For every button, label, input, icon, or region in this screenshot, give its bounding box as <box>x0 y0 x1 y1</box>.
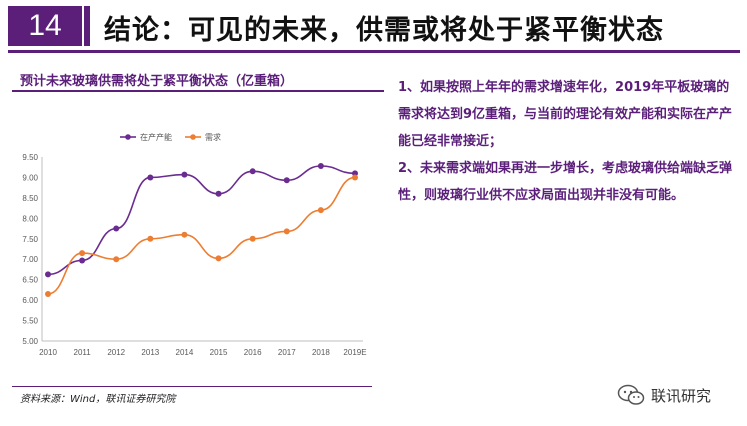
series-line-1 <box>47 165 356 276</box>
chart-title-divider <box>12 90 384 92</box>
x-tick-label: 2010 <box>39 348 57 357</box>
data-point <box>249 168 256 175</box>
data-point <box>45 271 51 278</box>
data-point <box>147 235 154 242</box>
x-tick-label: 2015 <box>210 348 228 357</box>
series-line-2 <box>47 176 356 295</box>
data-point <box>317 207 324 214</box>
data-point <box>352 174 358 181</box>
x-tick-label: 2018 <box>312 348 330 357</box>
y-tick-label: 7.00 <box>22 255 38 264</box>
source-note: 资料来源：Wind，联讯证券研究院 <box>20 394 176 405</box>
x-tick-label: 2016 <box>244 348 262 357</box>
data-point <box>79 257 86 264</box>
y-tick-label: 9.00 <box>22 173 38 182</box>
line-chart: 5.00 5.50 6.00 6.50 7.00 7.50 8.00 8.50 9.00 9.50… <box>22 132 366 357</box>
data-point <box>215 255 222 262</box>
y-tick-label: 8.00 <box>22 214 38 223</box>
y-tick-label: 7.50 <box>22 235 38 244</box>
y-tick-label: 5.00 <box>22 337 38 346</box>
data-point <box>113 256 120 263</box>
data-point <box>283 177 290 184</box>
legend-label: 在产产能 <box>140 132 172 142</box>
conclusion-point-1: 1、如果按照上年年的需求增速年化，2019年平板玻璃的需求将达到9亿重箱，与当前… <box>398 80 733 149</box>
title-divider <box>8 50 740 53</box>
source-divider <box>12 386 372 387</box>
data-point <box>45 290 51 297</box>
data-point <box>249 235 256 242</box>
data-point <box>181 171 188 178</box>
brand-watermark: 联讯研究 <box>617 382 711 408</box>
x-tick-label: 2013 <box>141 348 159 357</box>
data-point <box>147 174 154 181</box>
legend-swatch-marker <box>190 134 196 140</box>
y-tick-label: 5.50 <box>22 317 38 326</box>
x-tick-label: 2012 <box>107 348 125 357</box>
data-point <box>215 190 222 197</box>
legend-swatch-marker <box>125 134 131 140</box>
y-tick-label: 6.00 <box>22 296 38 305</box>
slide-title: 结论：可见的未来，供需或将处于紧平衡状态 <box>104 15 664 46</box>
x-tick-label: 2017 <box>278 348 296 357</box>
data-point <box>283 228 290 235</box>
slide-number: 14 <box>8 6 82 46</box>
x-tick-label: 2019E <box>343 348 366 357</box>
conclusion-point-2: 2、未来需求端如果再进一步增长，考虑玻璃供给端缺乏弹性，则玻璃行业供不应求局面出… <box>398 161 733 203</box>
y-tick-label: 9.50 <box>22 153 38 162</box>
wechat-icon <box>617 384 645 405</box>
data-point <box>317 162 324 169</box>
y-tick-label: 6.50 <box>22 276 38 285</box>
data-point <box>79 250 86 257</box>
chart-title: 预计未来玻璃供需将处于紧平衡状态（亿重箱） <box>20 74 294 89</box>
legend-label: 需求 <box>205 132 221 142</box>
conclusion-text: 1、如果按照上年年的需求增速年化，2019年平板玻璃的需求将达到9亿重箱，与当前… <box>398 74 738 209</box>
y-tick-label: 8.50 <box>22 194 38 203</box>
accent-strip <box>84 6 90 46</box>
x-tick-label: 2011 <box>74 348 92 357</box>
data-point <box>181 231 188 238</box>
x-tick-label: 2014 <box>176 348 194 357</box>
brand-label: 联讯研究 <box>651 386 712 405</box>
data-point <box>113 225 120 232</box>
